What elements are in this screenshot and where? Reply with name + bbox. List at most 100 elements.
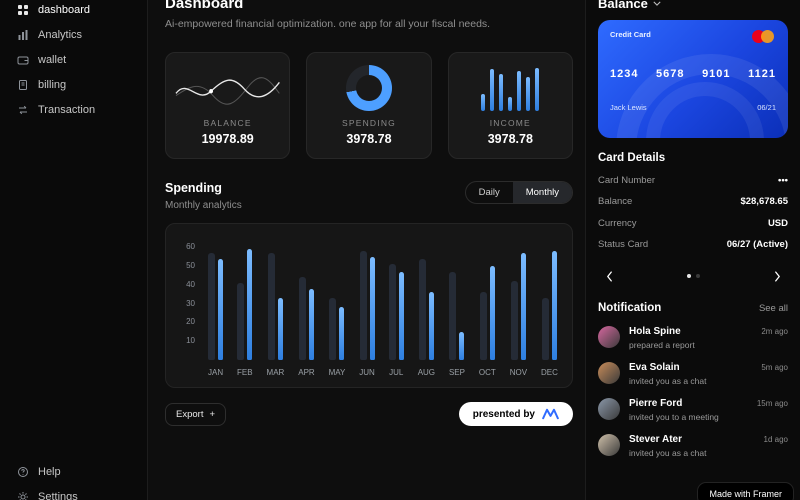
- notification-body: Pierre Ford invited you to a meeting: [629, 398, 748, 422]
- page-title: Dashboard: [165, 0, 244, 12]
- bar-primary: [369, 256, 375, 360]
- notification-time: 2m ago: [761, 327, 788, 336]
- chevron-down-icon[interactable]: [653, 1, 661, 6]
- sidebar-item-wallet[interactable]: wallet: [16, 47, 147, 72]
- stat-cards-row: BALANCE 19978.89 SPENDING 3978.78 INCOME…: [165, 52, 573, 159]
- presented-by-badge[interactable]: presented by: [458, 402, 573, 426]
- card-number-group: 9101: [702, 68, 731, 80]
- bar-pair: [418, 238, 434, 360]
- avatar: [598, 362, 620, 384]
- notification-time: 5m ago: [761, 363, 788, 372]
- balance-panel-header: Balance: [598, 0, 788, 11]
- sidebar-item-dashboard[interactable]: dashboard: [16, 0, 147, 22]
- bar-pair: [388, 238, 404, 360]
- bar-pair: [237, 238, 253, 360]
- bar-secondary: [359, 251, 367, 360]
- detail-row-currency: Currency USD: [598, 218, 788, 229]
- sidebar: dashboard Analytics wallet billing: [0, 0, 148, 500]
- credit-card[interactable]: Credit Card 1234 5678 9101 1121 Jack Lew…: [598, 20, 788, 138]
- income-bar: [535, 68, 540, 111]
- chevron-right-icon[interactable]: [766, 265, 788, 287]
- income-bar: [490, 68, 495, 111]
- sidebar-item-help[interactable]: Help: [16, 459, 78, 484]
- card-holder-name: Jack Lewis: [610, 103, 647, 112]
- income-bar: [517, 71, 522, 111]
- bar-primary: [277, 298, 283, 360]
- bar-primary: [218, 258, 224, 360]
- notification-name: Stever Ater: [629, 434, 682, 445]
- bar-primary: [247, 249, 253, 360]
- bar-group: APR: [298, 238, 315, 377]
- month-label: AUG: [417, 368, 436, 377]
- month-label: APR: [298, 368, 315, 377]
- notification-item[interactable]: Eva Solain invited you as a chat 5m ago: [598, 362, 788, 386]
- see-all-link[interactable]: See all: [758, 302, 788, 314]
- y-tick-label: 40: [186, 279, 195, 289]
- detail-row-balance: Balance $28,678.65: [598, 196, 788, 207]
- bar-group: SEP: [449, 238, 465, 377]
- spending-section-titles: Spending Monthly analytics: [165, 181, 242, 211]
- export-button[interactable]: Export +: [165, 402, 227, 426]
- sidebar-item-settings[interactable]: Settings: [16, 484, 78, 500]
- avatar: [598, 434, 620, 456]
- presenter-logo-icon: [542, 408, 559, 420]
- notification-time: 15m ago: [756, 399, 788, 408]
- detail-row-status: Status Card 06/27 (Active): [598, 239, 788, 250]
- notification-title: Notification: [598, 302, 662, 314]
- toggle-monthly[interactable]: Monthly: [512, 182, 572, 203]
- sidebar-item-label: wallet: [38, 53, 67, 66]
- bar-secondary: [418, 258, 426, 360]
- notification-item[interactable]: Pierre Ford invited you to a meeting 15m…: [598, 398, 788, 422]
- income-bar: [481, 94, 486, 111]
- income-stat-card[interactable]: INCOME 3978.78: [447, 52, 573, 159]
- masked-number-dots[interactable]: •••: [778, 174, 788, 186]
- spending-chart-yaxis: 10 20 30 40 50 60: [180, 238, 202, 360]
- sidebar-item-label: dashboard: [38, 3, 90, 16]
- notification-item[interactable]: Stever Ater invited you as a chat 1d ago: [598, 434, 788, 458]
- notification-body: Stever Ater invited you as a chat: [629, 434, 755, 458]
- spending-subtitle: Monthly analytics: [165, 200, 242, 211]
- bar-pair: [510, 238, 526, 360]
- bar-secondary: [388, 264, 396, 360]
- plus-icon: +: [209, 408, 216, 420]
- carousel-dot[interactable]: [695, 274, 700, 278]
- period-toggle: Daily Monthly: [464, 181, 573, 204]
- chevron-left-icon[interactable]: [598, 265, 620, 287]
- sidebar-item-label: billing: [38, 78, 67, 91]
- credit-card-bottom: Jack Lewis 06/21: [610, 103, 776, 112]
- month-label: JUN: [359, 368, 375, 377]
- notification-item[interactable]: Hola Spine prepared a report 2m ago: [598, 326, 788, 350]
- page-subtitle: Ai-empowered financial optimization. one…: [165, 18, 491, 30]
- avatar: [598, 326, 620, 348]
- bar-primary: [398, 271, 404, 360]
- credit-card-number: 1234 5678 9101 1121: [610, 68, 776, 80]
- notification-name: Eva Solain: [629, 362, 680, 373]
- notification-action: invited you as a chat: [629, 376, 707, 386]
- sidebar-item-label: Transaction: [38, 103, 96, 116]
- card-expiry: 06/21: [757, 103, 776, 112]
- sidebar-item-analytics[interactable]: Analytics: [16, 22, 147, 47]
- notification-body: Hola Spine prepared a report: [629, 326, 752, 350]
- sidebar-item-billing[interactable]: billing: [16, 72, 147, 97]
- y-tick-label: 20: [186, 317, 195, 327]
- made-with-framer-badge[interactable]: Made with Framer: [697, 482, 794, 500]
- help-icon: [16, 465, 29, 478]
- bar-pair: [479, 238, 495, 360]
- month-label: NOV: [509, 368, 528, 377]
- bar-pair: [208, 238, 224, 360]
- toggle-daily[interactable]: Daily: [478, 187, 500, 198]
- income-bar: [526, 77, 531, 111]
- balance-stat-card[interactable]: BALANCE 19978.89: [165, 52, 291, 159]
- month-label: DEC: [540, 368, 558, 377]
- notification-action: invited you as a chat: [629, 448, 707, 458]
- detail-value: $28,678.65: [740, 196, 788, 207]
- spending-stat-card[interactable]: SPENDING 3978.78: [306, 52, 432, 159]
- stat-value: 3978.78: [346, 132, 392, 146]
- sidebar-item-transaction[interactable]: Transaction: [16, 97, 147, 122]
- notification-name: Pierre Ford: [629, 398, 683, 409]
- detail-label: Card Number: [598, 174, 656, 186]
- spending-section-header: Spending Monthly analytics Daily Monthly: [165, 181, 573, 211]
- bar-group: OCT: [479, 238, 496, 377]
- carousel-dot[interactable]: [686, 274, 691, 278]
